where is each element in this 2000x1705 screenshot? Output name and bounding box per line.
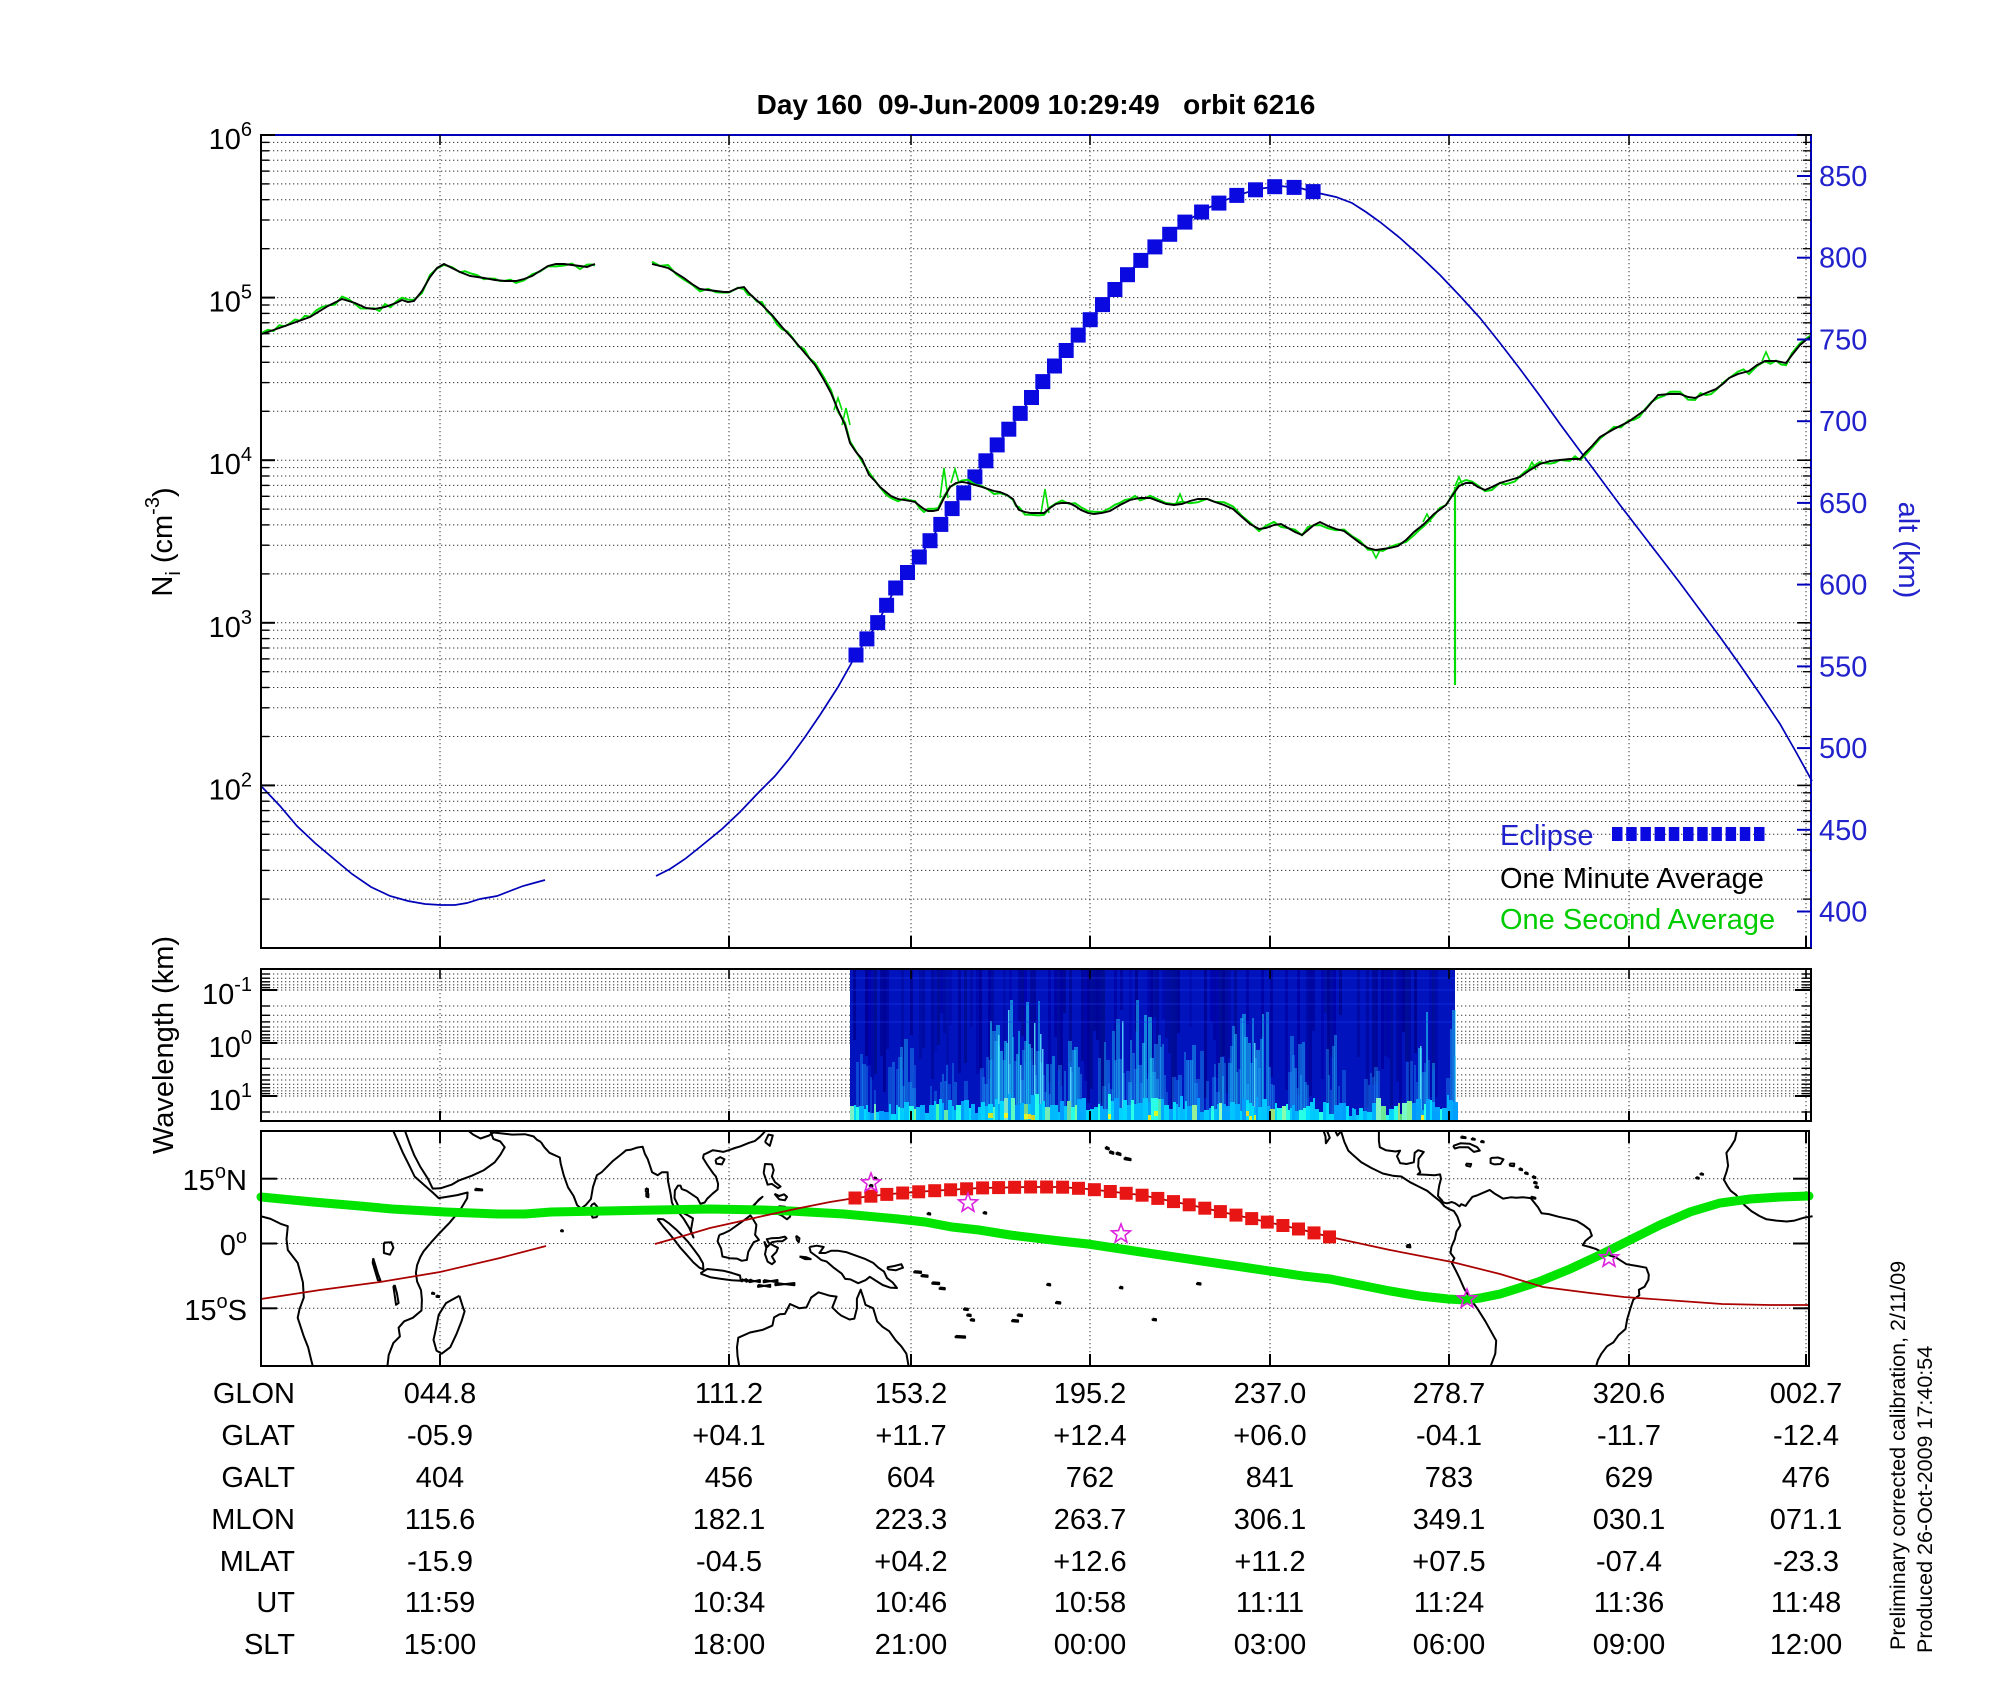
svg-text:MLON: MLON <box>211 1504 295 1536</box>
svg-text:263.7: 263.7 <box>1054 1504 1127 1536</box>
svg-text:476: 476 <box>1782 1462 1830 1494</box>
svg-text:456: 456 <box>705 1462 753 1494</box>
svg-text:03:00: 03:00 <box>1234 1629 1307 1661</box>
svg-text:GLAT: GLAT <box>221 1420 295 1452</box>
svg-text:182.1: 182.1 <box>693 1504 766 1536</box>
svg-text:10:34: 10:34 <box>693 1587 766 1619</box>
svg-text:+04.2: +04.2 <box>874 1546 947 1578</box>
svg-text:629: 629 <box>1605 1462 1653 1494</box>
svg-text:MLAT: MLAT <box>220 1546 295 1578</box>
svg-text:+11.7: +11.7 <box>875 1420 946 1452</box>
svg-text:850: 850 <box>1819 161 1867 193</box>
svg-text:15oS: 15oS <box>184 1291 247 1327</box>
svg-text:600: 600 <box>1819 570 1867 602</box>
svg-text:111.2: 111.2 <box>695 1378 763 1410</box>
svg-text:841: 841 <box>1246 1462 1294 1494</box>
svg-text:450: 450 <box>1819 815 1867 847</box>
svg-text:06:00: 06:00 <box>1413 1629 1486 1661</box>
svg-text:-07.4: -07.4 <box>1596 1546 1662 1578</box>
svg-text:One Second Average: One Second Average <box>1500 904 1775 936</box>
svg-text:10:58: 10:58 <box>1054 1587 1127 1619</box>
svg-text:+12.6: +12.6 <box>1053 1546 1126 1578</box>
svg-text:+04.1: +04.1 <box>692 1420 765 1452</box>
svg-text:030.1: 030.1 <box>1593 1504 1666 1536</box>
svg-text:750: 750 <box>1819 325 1867 357</box>
svg-text:500: 500 <box>1819 733 1867 765</box>
svg-text:278.7: 278.7 <box>1413 1378 1486 1410</box>
svg-text:-04.1: -04.1 <box>1416 1420 1482 1452</box>
svg-text:UT: UT <box>256 1587 295 1619</box>
svg-text:One Minute Average: One Minute Average <box>1500 863 1764 895</box>
svg-text:0o: 0o <box>220 1226 247 1262</box>
svg-text:800: 800 <box>1819 243 1867 275</box>
svg-text:-23.3: -23.3 <box>1773 1546 1839 1578</box>
svg-text:15:00: 15:00 <box>404 1629 477 1661</box>
svg-text:404: 404 <box>416 1462 464 1494</box>
svg-text:SLT: SLT <box>244 1629 295 1661</box>
svg-text:18:00: 18:00 <box>693 1629 766 1661</box>
svg-text:762: 762 <box>1066 1462 1114 1494</box>
svg-text:153.2: 153.2 <box>875 1378 948 1410</box>
svg-text:Wavelength (km): Wavelength (km) <box>148 936 180 1154</box>
svg-text:237.0: 237.0 <box>1234 1378 1307 1410</box>
svg-text:400: 400 <box>1819 897 1867 929</box>
svg-text:195.2: 195.2 <box>1054 1378 1127 1410</box>
svg-text:Produced 26-Oct-2009 17:40:54: Produced 26-Oct-2009 17:40:54 <box>1913 1346 1937 1653</box>
svg-text:-05.9: -05.9 <box>407 1420 473 1452</box>
svg-text:-11.7: -11.7 <box>1597 1420 1661 1452</box>
svg-text:306.1: 306.1 <box>1234 1504 1307 1536</box>
svg-text:+11.2: +11.2 <box>1234 1546 1305 1578</box>
svg-text:11:59: 11:59 <box>405 1587 475 1619</box>
svg-text:GLON: GLON <box>213 1378 295 1410</box>
svg-text:Day 160 09-Jun-2009 10:29:49: Day 160 09-Jun-2009 10:29:49 orbit 6216 <box>757 89 1316 120</box>
svg-text:+12.4: +12.4 <box>1053 1420 1126 1452</box>
svg-text:604: 604 <box>887 1462 935 1494</box>
svg-text:GALT: GALT <box>221 1462 295 1494</box>
svg-text:Eclipse: Eclipse <box>1500 820 1594 852</box>
svg-text:349.1: 349.1 <box>1413 1504 1486 1536</box>
svg-text:00:00: 00:00 <box>1054 1629 1127 1661</box>
svg-text:700: 700 <box>1819 406 1867 438</box>
svg-text:09:00: 09:00 <box>1593 1629 1666 1661</box>
svg-text:071.1: 071.1 <box>1770 1504 1843 1536</box>
svg-text:044.8: 044.8 <box>404 1378 477 1410</box>
svg-text:11:48: 11:48 <box>1771 1587 1841 1619</box>
svg-text:Preliminary corrected calibrat: Preliminary corrected calibration, 2/11/… <box>1886 1261 1910 1650</box>
svg-text:783: 783 <box>1425 1462 1473 1494</box>
svg-text:+07.5: +07.5 <box>1412 1546 1485 1578</box>
svg-text:10:46: 10:46 <box>875 1587 948 1619</box>
svg-text:11:24: 11:24 <box>1414 1587 1484 1619</box>
svg-text:223.3: 223.3 <box>875 1504 948 1536</box>
svg-text:320.6: 320.6 <box>1593 1378 1666 1410</box>
svg-text:650: 650 <box>1819 488 1867 520</box>
svg-text:11:11: 11:11 <box>1236 1587 1304 1619</box>
svg-text:alt (km): alt (km) <box>1892 502 1924 599</box>
svg-text:002.7: 002.7 <box>1770 1378 1843 1410</box>
svg-text:102: 102 <box>209 769 252 806</box>
svg-text:-15.9: -15.9 <box>407 1546 473 1578</box>
svg-text:550: 550 <box>1819 651 1867 683</box>
svg-text:-12.4: -12.4 <box>1773 1420 1839 1452</box>
svg-text:11:36: 11:36 <box>1594 1587 1664 1619</box>
svg-text:+06.0: +06.0 <box>1233 1420 1306 1452</box>
svg-text:-04.5: -04.5 <box>696 1546 762 1578</box>
svg-text:12:00: 12:00 <box>1770 1629 1843 1661</box>
svg-text:15oN: 15oN <box>183 1161 247 1197</box>
svg-text:21:00: 21:00 <box>875 1629 948 1661</box>
svg-text:115.6: 115.6 <box>405 1504 475 1536</box>
